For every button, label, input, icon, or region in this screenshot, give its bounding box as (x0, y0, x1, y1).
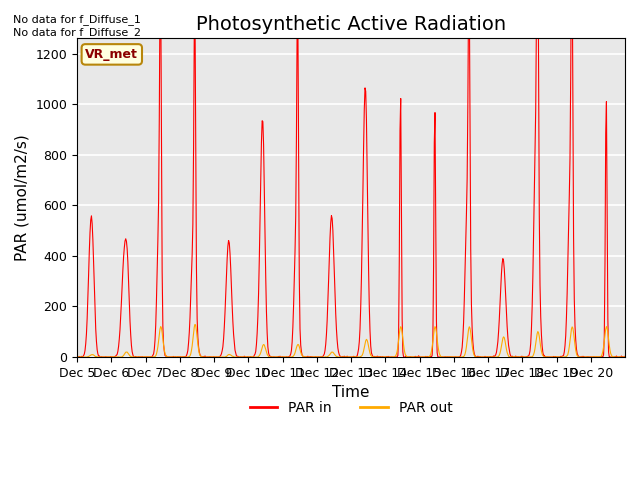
Y-axis label: PAR (umol/m2/s): PAR (umol/m2/s) (15, 134, 30, 261)
Line: PAR in: PAR in (77, 0, 625, 357)
PAR in (239, 354, 246, 360)
PAR in (74, 354, 81, 360)
PAR in (74, 354, 82, 360)
Text: No data for f_Diffuse_1
No data for f_Diffuse_2: No data for f_Diffuse_1 No data for f_Di… (13, 14, 141, 38)
PAR out (621, 354, 629, 360)
PAR out (287, 354, 294, 360)
Title: Photosynthetic Active Radiation: Photosynthetic Active Radiation (196, 15, 506, 34)
PAR out (191, 322, 199, 327)
PAR out (239, 354, 246, 360)
Legend: PAR in, PAR out: PAR in, PAR out (244, 395, 458, 420)
PAR in (408, 354, 416, 360)
PAR in (266, 353, 274, 359)
PAR out (408, 354, 416, 360)
PAR out (266, 354, 274, 360)
PAR out (138, 354, 145, 360)
PAR in (439, 354, 447, 360)
PAR in (138, 354, 146, 360)
PAR out (74, 354, 81, 360)
PAR out (439, 354, 447, 360)
PAR in (621, 353, 629, 359)
Line: PAR out: PAR out (77, 324, 625, 357)
PAR in (287, 351, 294, 357)
Text: VR_met: VR_met (85, 48, 138, 61)
X-axis label: Time: Time (332, 385, 370, 400)
